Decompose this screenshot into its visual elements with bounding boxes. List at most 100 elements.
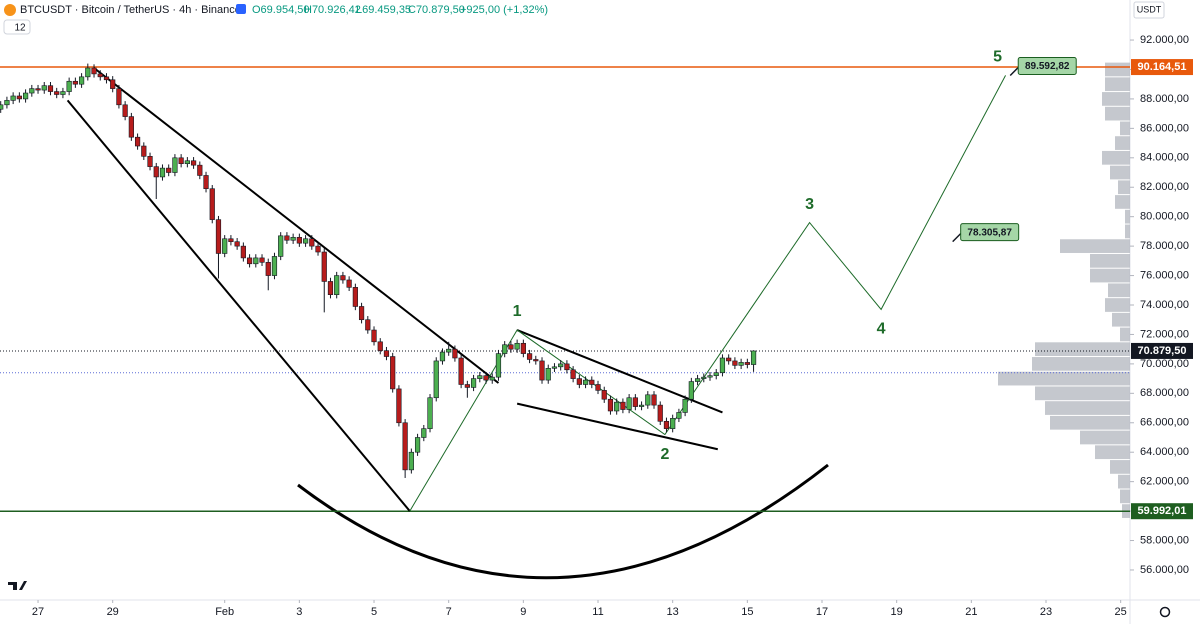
candle-body <box>620 401 626 410</box>
candle-body <box>203 175 209 190</box>
symbol-title: BTCUSDT · Bitcoin / TetherUS · 4h · Bina… <box>20 4 241 16</box>
candle-body <box>713 372 719 376</box>
candle-body <box>184 160 190 164</box>
volume-bar <box>1090 253 1130 268</box>
candle-body <box>209 188 215 220</box>
y-tick-label: 74.000,00 <box>1140 299 1189 311</box>
candle-body <box>371 329 377 343</box>
candle-body <box>240 245 246 259</box>
price-label-box <box>1131 342 1193 359</box>
price-label-box <box>1131 59 1193 76</box>
callout-label: 89.592,82 <box>1025 61 1070 72</box>
settings-icon[interactable] <box>1159 606 1171 618</box>
volume-bar <box>1118 474 1130 489</box>
candle-body <box>539 360 545 381</box>
candle-body <box>159 167 166 178</box>
candle-body <box>16 95 22 100</box>
volume-bar <box>1102 92 1130 106</box>
candle-body <box>334 275 340 296</box>
candle-body <box>421 428 427 438</box>
volume-bar <box>1112 312 1130 327</box>
candle-body <box>91 67 97 75</box>
volume-bar <box>1035 342 1130 357</box>
x-tick-label: 17 <box>816 606 828 618</box>
x-tick-label: 11 <box>592 606 603 618</box>
candle-body <box>290 236 296 241</box>
candle-body <box>414 437 421 453</box>
candle-body <box>408 451 414 471</box>
candle-body <box>315 245 321 253</box>
candle-body <box>134 136 141 147</box>
price-label: 59.992,01 <box>1138 505 1187 517</box>
candle-body <box>477 375 483 379</box>
volume-bar <box>1125 209 1130 224</box>
candle-body <box>29 88 35 94</box>
y-tick-label: 68.000,00 <box>1140 387 1189 399</box>
cup-arc <box>297 463 829 580</box>
x-tick-label: 3 <box>296 606 302 618</box>
callout-pointer <box>1009 66 1019 77</box>
candle-body <box>502 344 508 354</box>
candle-body <box>190 160 197 166</box>
volume-bar <box>1032 357 1130 371</box>
x-tick-label: 27 <box>32 606 44 618</box>
candle-body <box>670 418 676 429</box>
trendline <box>66 99 411 512</box>
flag-icon[interactable] <box>236 4 246 14</box>
wave-label: 5 <box>993 49 1002 66</box>
candle-body <box>340 275 346 281</box>
x-tick-label: Feb <box>215 606 234 618</box>
candle-body <box>4 100 10 106</box>
volume-bar <box>1090 268 1130 283</box>
candle-body <box>60 91 66 95</box>
currency-box[interactable] <box>1133 1 1165 19</box>
candle-body <box>35 88 41 91</box>
candle-body <box>72 80 78 85</box>
volume-bar <box>1118 180 1130 195</box>
candle-body <box>97 73 103 78</box>
candle-body <box>278 235 284 257</box>
candle-body <box>271 256 278 276</box>
wave-label: 2 <box>660 446 669 463</box>
badge-box[interactable] <box>3 19 31 35</box>
ohlc-open: O69.954,50 <box>252 4 310 16</box>
candle-body <box>346 279 352 288</box>
volume-bar <box>1105 106 1130 121</box>
wave-label: 3 <box>805 196 814 213</box>
candle-body <box>365 319 371 331</box>
volume-bar <box>1105 298 1130 312</box>
candle-body <box>732 360 738 366</box>
volume-bar <box>1110 165 1130 180</box>
candle-body <box>688 381 694 400</box>
y-tick-label: 56.000,00 <box>1140 564 1189 576</box>
candle-body <box>464 384 470 388</box>
callout-box <box>960 223 1020 242</box>
candle-body <box>726 357 732 362</box>
candle-body <box>645 394 651 406</box>
plot: 1 2 3 4 5 89.592,82 78.305,87 <box>0 49 1130 518</box>
candle-body <box>128 116 134 138</box>
candle-body <box>85 67 91 78</box>
candle-body <box>614 401 620 412</box>
ohlc-close: C70.879,50 <box>408 4 465 16</box>
candle-body <box>228 238 234 243</box>
y-tick-label: 82.000,00 <box>1140 181 1189 193</box>
candle-body <box>595 384 601 391</box>
price-label-box <box>1131 503 1193 520</box>
candle-body <box>222 238 228 254</box>
x-tick-label: 9 <box>520 606 526 618</box>
x-tick-label: 21 <box>965 606 977 618</box>
candle-body <box>253 257 259 265</box>
candle-body <box>533 359 539 362</box>
candle-body <box>197 164 203 176</box>
candle-body <box>377 341 383 351</box>
x-tick-label: 13 <box>667 606 679 618</box>
candle-body <box>141 145 147 157</box>
candle-body <box>390 356 396 390</box>
candle-body <box>738 362 744 366</box>
x-tick-label: 7 <box>446 606 452 618</box>
candle-body <box>545 368 551 381</box>
x-tick-label: 19 <box>891 606 903 618</box>
